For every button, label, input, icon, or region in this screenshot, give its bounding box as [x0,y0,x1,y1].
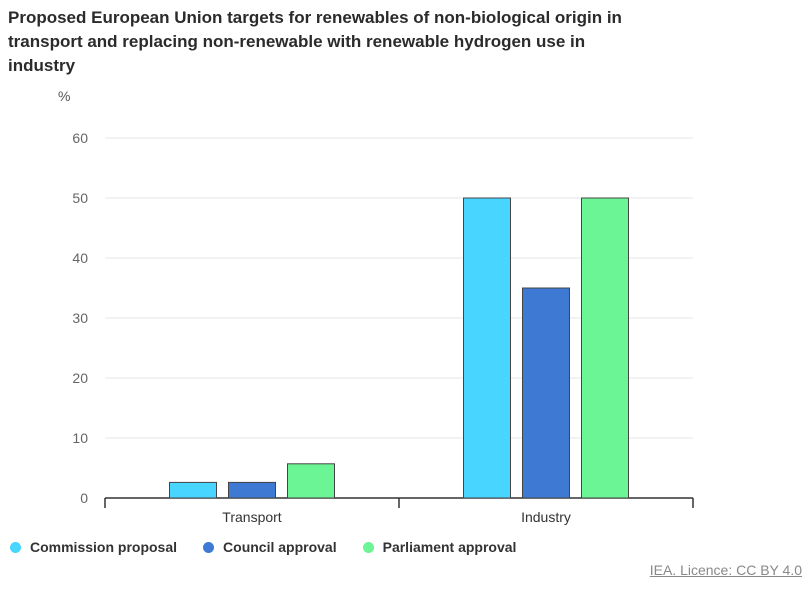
legend-label: Council approval [223,539,337,555]
legend-label: Parliament approval [382,539,517,555]
x-tick-label: Industry [521,509,571,525]
y-tick-label: 20 [72,370,88,386]
y-axis-label: % [58,88,71,104]
legend-swatch [10,541,21,553]
bar-industry-commission-proposal [463,197,511,499]
y-tick-label: 40 [72,250,88,266]
bar-transport-commission-proposal [169,481,217,499]
legend: Commission proposal Council approval Parli… [10,539,516,555]
bar-industry-parliament-approval [581,197,629,499]
y-tick-label: 10 [72,430,88,446]
legend-label: Commission proposal [30,539,178,555]
licence-link[interactable]: IEA. Licence: CC BY 4.0 [649,562,802,578]
bar-industry-council-approval [522,287,570,499]
y-tick-label: 0 [80,490,88,506]
y-tick-label: 50 [72,190,88,206]
y-tick-label: 30 [72,310,88,326]
legend-swatch [203,541,215,553]
y-tick-label: 60 [72,130,88,146]
legend-swatch [362,541,374,553]
legend-item[interactable]: Council approval [203,539,337,555]
legend-item[interactable]: Parliament approval [362,539,517,555]
legend-item[interactable]: Commission proposal [10,539,177,555]
bar-transport-council-approval [228,481,276,499]
chart-title: Proposed European Union targets for rene… [8,8,622,75]
bar-transport-parliament-approval [287,463,335,499]
x-tick-label: Transport [222,509,282,525]
